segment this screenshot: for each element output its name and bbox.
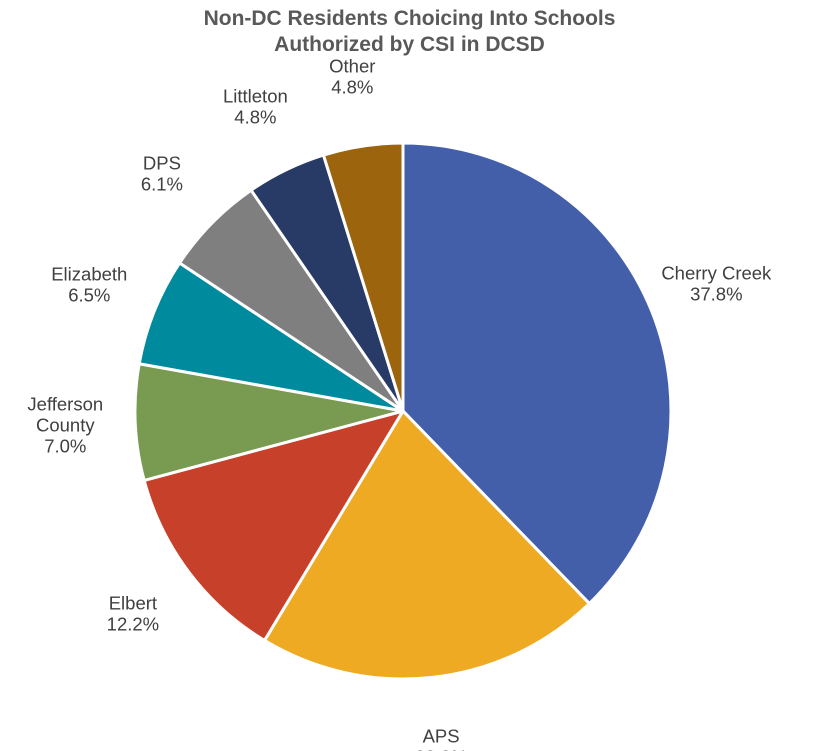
slice-label-aps: APS20.9% xyxy=(415,725,467,751)
slice-label-cherry-creek: Cherry Creek 37.8% xyxy=(661,263,772,305)
slice-label-other: Other 4.8% xyxy=(329,55,375,97)
slice-value-elbert: 12.2% xyxy=(107,614,159,635)
slice-category-aps: APS xyxy=(423,725,460,746)
pie-slice-other xyxy=(321,141,405,413)
slice-category-dps: DPS xyxy=(143,153,181,174)
slice-category-elbert: Elbert xyxy=(109,593,157,614)
slice-label-elbert: Elbert 12.2% xyxy=(107,593,159,635)
slice-category-cherry-creek: Cherry Creek xyxy=(661,263,772,284)
slice-label-jefferson-county: Jefferson County 7.0% xyxy=(27,393,103,456)
chart-title-line-2: Authorized by CSI in DCSD xyxy=(274,33,545,56)
slice-category-jefferson-county: County xyxy=(36,414,95,435)
pie-slice-elbert xyxy=(142,409,405,642)
slice-label-elizabeth: Elizabeth 6.5% xyxy=(51,264,127,306)
slice-value-elizabeth: 6.5% xyxy=(68,285,110,306)
slice-label-dps: DPS 6.1% xyxy=(141,153,183,195)
pie-slice-aps xyxy=(263,409,591,681)
chart-title-line-1: Non-DC Residents Choicing Into Schools xyxy=(203,7,616,30)
slice-category-jefferson-county: Jefferson xyxy=(27,393,103,414)
slice-value-dps: 6.1% xyxy=(141,174,183,195)
slice-value-littleton: 4.8% xyxy=(234,106,276,127)
slice-value-cherry-creek: 37.8% xyxy=(690,284,742,305)
slice-category-elizabeth: Elizabeth xyxy=(51,264,127,285)
slice-value-other: 4.8% xyxy=(331,76,373,97)
pie-slice-cherry-creek xyxy=(401,141,673,606)
pie-slice-jefferson-county xyxy=(133,362,405,482)
pie-slice-elizabeth xyxy=(137,261,405,413)
slice-category-littleton: Littleton xyxy=(223,85,288,106)
slice-value-aps: 20.9% xyxy=(415,746,467,751)
slice-value-jefferson-county: 7.0% xyxy=(44,435,86,456)
slice-category-other: Other xyxy=(329,55,375,76)
pie-slices xyxy=(133,141,673,681)
chart-title: Non-DC Residents Choicing Into Schools A… xyxy=(0,6,819,58)
slice-label-littleton: Littleton 4.8% xyxy=(223,85,288,127)
